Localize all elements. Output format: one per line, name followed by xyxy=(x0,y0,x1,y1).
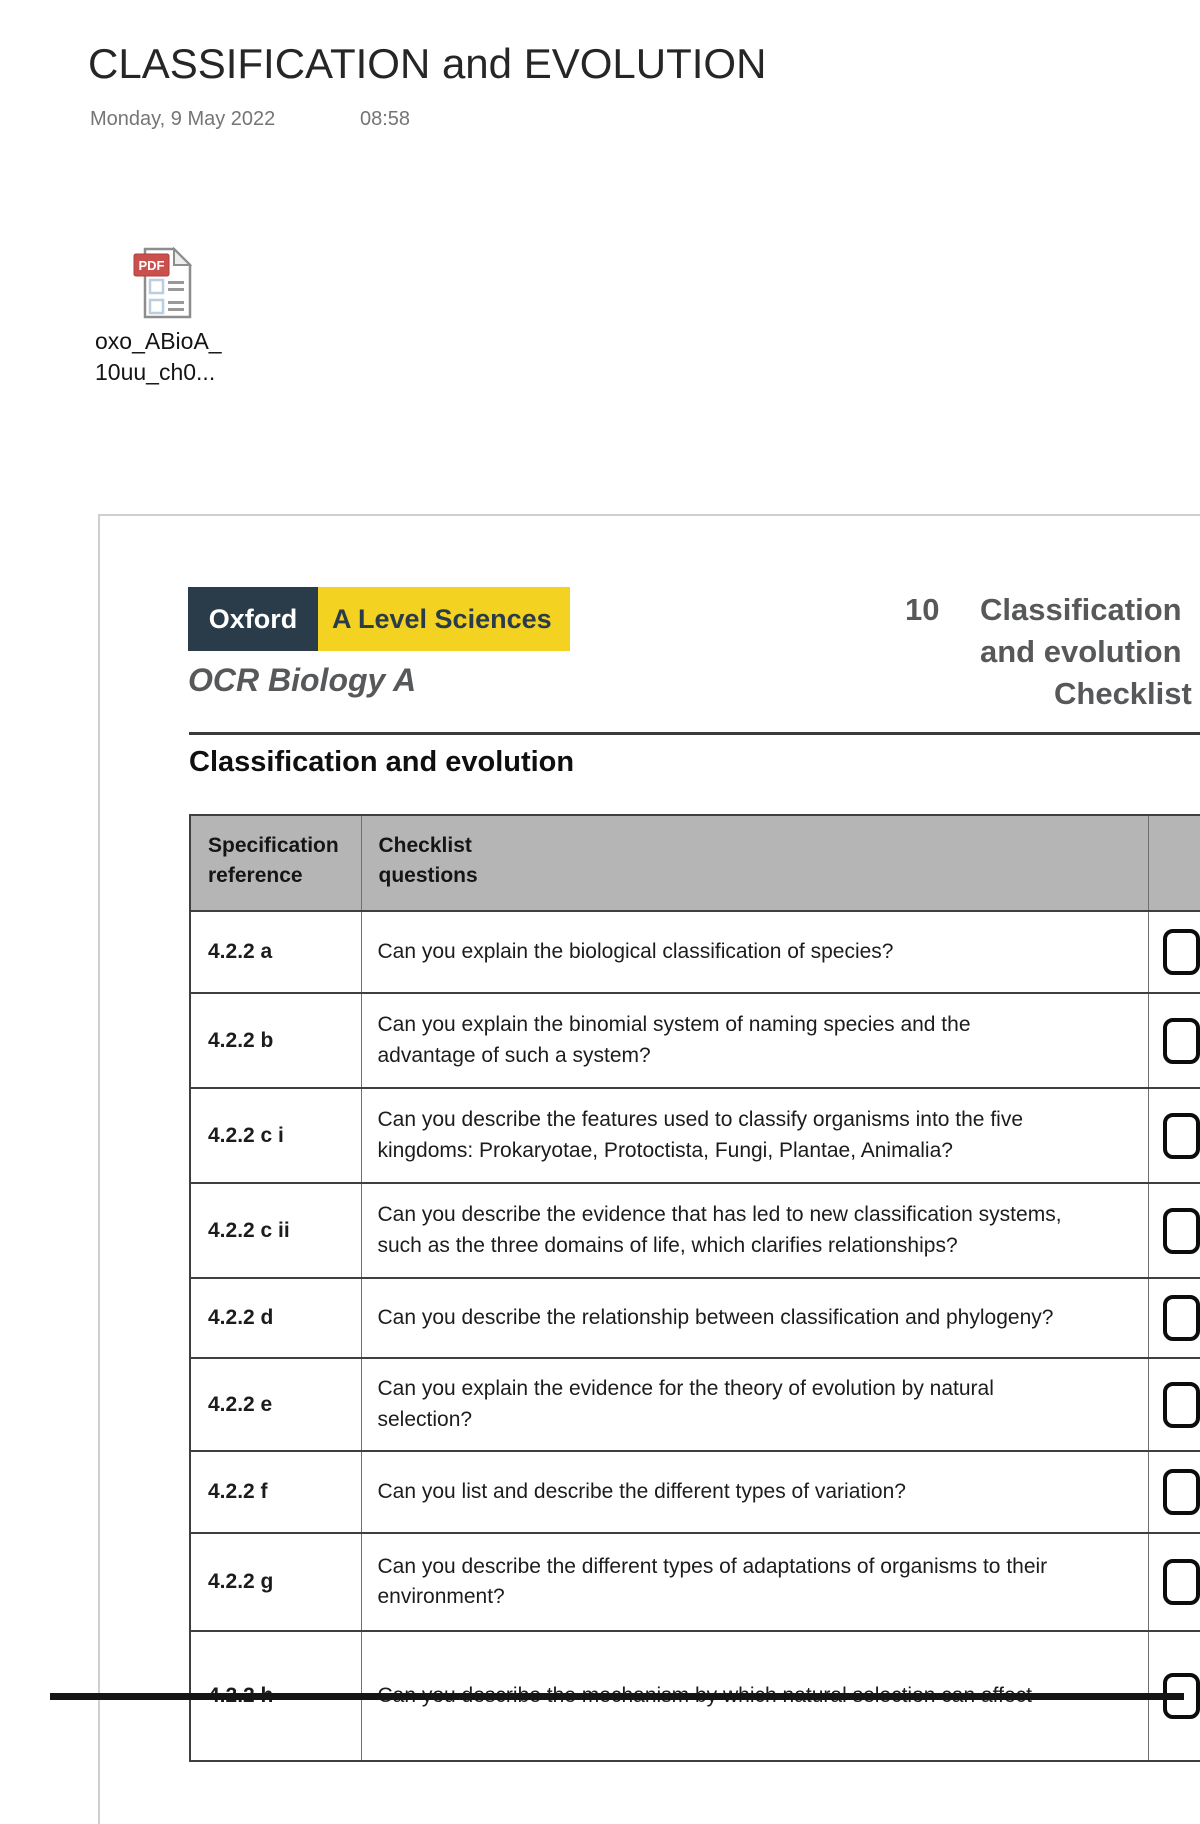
checkbox xyxy=(1162,1295,1200,1341)
page-date: Monday, 9 May 2022 xyxy=(90,108,276,130)
table-row: 4.2.2 b Can you explain the binomial sys… xyxy=(189,992,1200,1088)
checkbox-cell xyxy=(1147,1277,1200,1358)
pdf-badge-label: PDF xyxy=(139,258,165,273)
page-time: 08:58 xyxy=(360,108,411,130)
page-title[interactable]: CLASSIFICATION and EVOLUTION xyxy=(88,40,767,87)
checklist-question: Can you describe the features used to cl… xyxy=(360,1087,1148,1183)
checkbox xyxy=(1162,1112,1200,1159)
table-row: 4.2.2 g Can you describe the different t… xyxy=(189,1532,1200,1631)
spec-reference: 4.2.2 d xyxy=(189,1277,361,1358)
checklist-question: Can you describe the evidence that has l… xyxy=(360,1182,1148,1278)
checklist-question: Can you list and describe the different … xyxy=(360,1450,1148,1533)
checkbox-cell xyxy=(1147,1357,1200,1451)
checkbox xyxy=(1162,1207,1200,1254)
spec-reference: 4.2.2 e xyxy=(189,1357,361,1451)
checkbox xyxy=(1162,1559,1200,1605)
checklist-question: Can you describe the different types of … xyxy=(360,1532,1148,1631)
col-header-checklist-questions: Checklist questions xyxy=(360,814,1148,911)
col-header-checkbox xyxy=(1147,814,1200,911)
course-title: OCR Biology A xyxy=(188,662,417,698)
attachment-filename[interactable]: oxo_ABioA_ 10uu_ch0... xyxy=(95,326,222,388)
table-row: 4.2.2 c ii Can you describe the evidence… xyxy=(189,1182,1200,1278)
col-header-specification-reference: Specification reference xyxy=(189,814,361,911)
checkbox xyxy=(1162,1017,1200,1064)
table-header-row: Specification reference Checklist questi… xyxy=(189,814,1200,911)
checkbox xyxy=(1162,1381,1200,1428)
spec-reference: 4.2.2 b xyxy=(189,992,361,1088)
spec-reference: 4.2.2 f xyxy=(189,1450,361,1533)
spec-reference: 4.2.2 g xyxy=(189,1532,361,1631)
publisher-badge: Oxford A Level Sciences xyxy=(188,587,570,651)
spec-reference: 4.2.2 a xyxy=(189,910,361,993)
chapter-title-line1: Classification xyxy=(980,592,1182,627)
spec-reference: 4.2.2 c i xyxy=(189,1087,361,1183)
publisher-logo: Oxford xyxy=(188,587,318,651)
checklist-question: Can you explain the biological classific… xyxy=(360,910,1148,993)
table-row: 4.2.2 c i Can you describe the features … xyxy=(189,1087,1200,1183)
chapter-number: 10 xyxy=(905,592,940,627)
checklist-question: Can you describe the relationship betwee… xyxy=(360,1277,1148,1358)
chapter-title-line3: Checklist xyxy=(1054,676,1192,711)
checkbox xyxy=(1162,1469,1200,1515)
attachment-filename-line2: 10uu_ch0... xyxy=(95,359,216,385)
bottom-cut-bar xyxy=(50,1693,1184,1700)
checkbox-cell xyxy=(1147,910,1200,993)
checkbox-cell xyxy=(1147,1450,1200,1533)
attachment-filename-line1: oxo_ABioA_ xyxy=(95,328,222,354)
checklist-table: Specification reference Checklist questi… xyxy=(189,814,1200,1762)
checkbox xyxy=(1162,929,1200,975)
document-heading: Classification and evolution xyxy=(189,746,575,778)
checklist-question: Can you explain the binomial system of n… xyxy=(360,992,1148,1088)
table-row: 4.2.2 d Can you describe the relationshi… xyxy=(189,1277,1200,1358)
checklist-question: Can you explain the evidence for the the… xyxy=(360,1357,1148,1451)
table-row: 4.2.2 a Can you explain the biological c… xyxy=(189,910,1200,993)
checkbox-cell xyxy=(1147,992,1200,1088)
series-label: A Level Sciences xyxy=(318,587,570,651)
checkbox-cell xyxy=(1147,1532,1200,1631)
checkbox-cell xyxy=(1147,1182,1200,1278)
pdf-file-icon[interactable]: PDF xyxy=(133,246,195,320)
table-row: 4.2.2 e Can you explain the evidence for… xyxy=(189,1357,1200,1451)
spec-reference: 4.2.2 c ii xyxy=(189,1182,361,1278)
table-row: 4.2.2 f Can you list and describe the di… xyxy=(189,1450,1200,1533)
checkbox-cell xyxy=(1147,1087,1200,1183)
chapter-title-line2: and evolution xyxy=(980,634,1182,669)
printout-frame[interactable]: Oxford A Level Sciences OCR Biology A 10… xyxy=(98,514,1200,1824)
header-divider xyxy=(189,732,1200,735)
